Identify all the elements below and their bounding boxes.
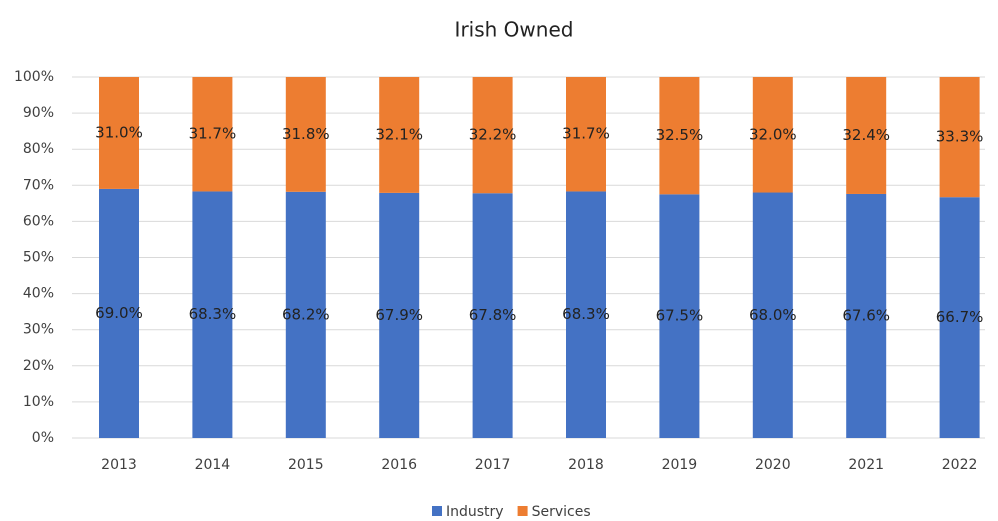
value-label: 68.0% xyxy=(749,306,797,324)
value-label: 67.8% xyxy=(469,306,517,324)
bar-segment xyxy=(192,77,233,192)
bar-segment xyxy=(379,192,420,438)
x-tick-label: 2021 xyxy=(848,457,884,473)
bar-segment xyxy=(939,77,980,198)
x-tick-label: 2020 xyxy=(755,457,791,473)
bar-segment xyxy=(566,191,606,438)
value-label: 31.8% xyxy=(282,125,330,143)
y-tick-label: 40% xyxy=(23,286,54,302)
value-label: 67.5% xyxy=(656,307,704,325)
bar-segment xyxy=(192,191,233,438)
bar-segment xyxy=(285,191,326,438)
y-tick-label: 20% xyxy=(23,358,54,374)
y-tick-label: 60% xyxy=(23,213,54,229)
value-label: 32.2% xyxy=(469,126,517,144)
value-label: 32.1% xyxy=(375,125,423,143)
legend-swatch xyxy=(432,506,442,516)
value-label: 66.7% xyxy=(936,308,984,326)
value-label: 33.3% xyxy=(936,128,984,146)
bar-segment xyxy=(846,77,887,194)
x-tick-label: 2014 xyxy=(195,457,231,473)
value-label: 69.0% xyxy=(95,304,143,322)
value-label: 31.0% xyxy=(95,123,143,141)
value-label: 67.6% xyxy=(842,306,890,324)
x-tick-label: 2018 xyxy=(568,457,604,473)
y-tick-label: 70% xyxy=(23,177,54,193)
value-label: 32.0% xyxy=(749,125,797,143)
legend-swatch xyxy=(517,506,528,516)
value-label: 68.2% xyxy=(282,305,330,323)
bar-segment xyxy=(472,77,513,194)
bar-segment xyxy=(99,77,139,189)
y-tick-label: 80% xyxy=(23,141,54,157)
bar-segment xyxy=(472,193,513,438)
bar-segment xyxy=(285,77,326,192)
x-tick-label: 2015 xyxy=(288,457,324,473)
x-tick-label: 2017 xyxy=(475,457,511,473)
y-tick-label: 100% xyxy=(14,69,54,85)
y-tick-label: 50% xyxy=(23,250,54,266)
bar-segment xyxy=(659,194,700,438)
bar-segment xyxy=(379,77,420,193)
bar-segment xyxy=(752,77,793,193)
y-tick-label: 30% xyxy=(23,322,54,338)
value-label: 32.4% xyxy=(842,126,890,144)
value-label: 31.7% xyxy=(189,125,237,143)
value-label: 67.9% xyxy=(375,306,423,324)
x-tick-label: 2022 xyxy=(942,457,978,473)
value-label: 31.7% xyxy=(562,125,610,143)
bar-segment xyxy=(752,192,793,438)
bar-segment xyxy=(99,188,139,438)
bar-segment xyxy=(566,77,606,192)
bar-segment xyxy=(846,193,887,438)
y-tick-label: 10% xyxy=(23,394,54,410)
x-tick-label: 2013 xyxy=(101,457,137,473)
legend-label: Services xyxy=(532,504,591,520)
value-label: 32.5% xyxy=(656,126,704,144)
legend-label: Industry xyxy=(446,504,504,520)
value-label: 68.3% xyxy=(189,305,237,323)
chart-title: Irish Owned xyxy=(455,18,574,42)
bar-segment xyxy=(659,77,700,195)
bar-segment xyxy=(939,197,980,438)
y-tick-label: 90% xyxy=(23,105,54,121)
x-tick-label: 2016 xyxy=(381,457,417,473)
value-label: 68.3% xyxy=(562,305,610,323)
x-tick-label: 2019 xyxy=(662,457,698,473)
y-tick-label: 0% xyxy=(32,430,54,446)
